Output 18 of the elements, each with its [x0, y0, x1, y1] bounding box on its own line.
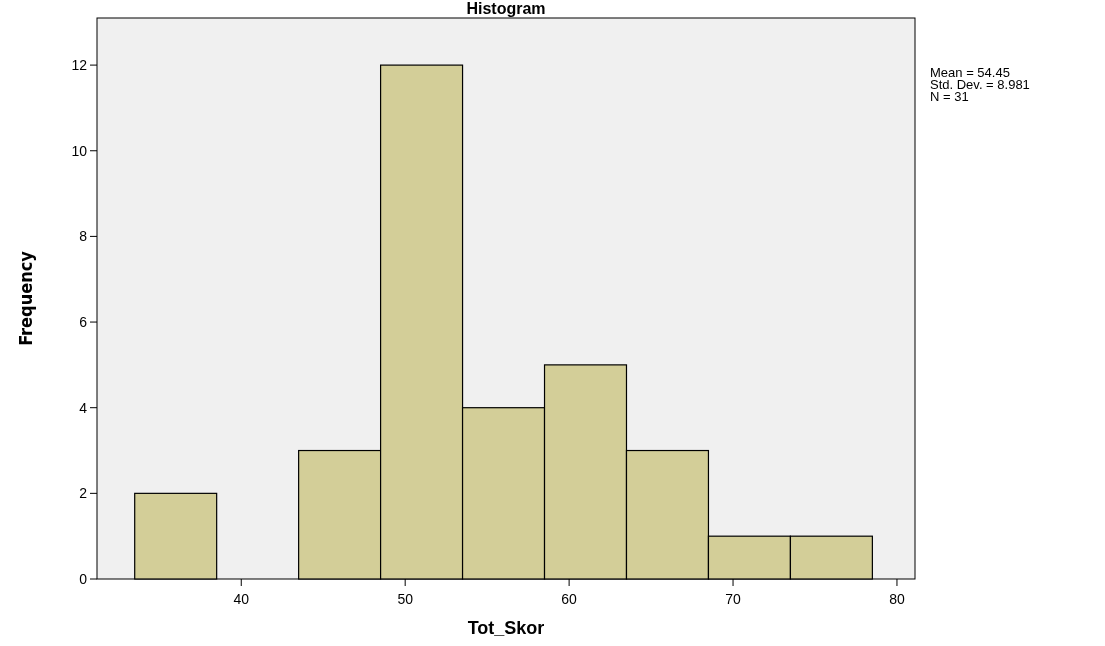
- chart-title: Histogram: [466, 0, 546, 17]
- y-tick-label: 4: [79, 399, 88, 416]
- x-tick-label: 80: [889, 591, 905, 607]
- y-axis-title: Frequency: [15, 250, 36, 346]
- y-tick-label: 0: [79, 570, 88, 587]
- x-tick-label: 70: [725, 591, 742, 607]
- text: N = 31: [930, 89, 969, 104]
- x-tick-label: 60: [561, 591, 578, 607]
- x-tick-label: 40: [233, 591, 250, 607]
- y-tick-label: 8: [79, 228, 88, 245]
- text: Mean = 54.45: [930, 65, 1010, 80]
- x-tick-label: 50: [397, 591, 414, 607]
- y-tick-label: 12: [71, 57, 88, 74]
- y-tick-label: 2: [79, 485, 88, 502]
- x-axis-title: Tot_Skor: [467, 618, 545, 638]
- y-tick-label: 6: [79, 313, 88, 330]
- text: Std. Dev. = 8.981: [930, 77, 1030, 92]
- y-tick-label: 10: [71, 142, 88, 159]
